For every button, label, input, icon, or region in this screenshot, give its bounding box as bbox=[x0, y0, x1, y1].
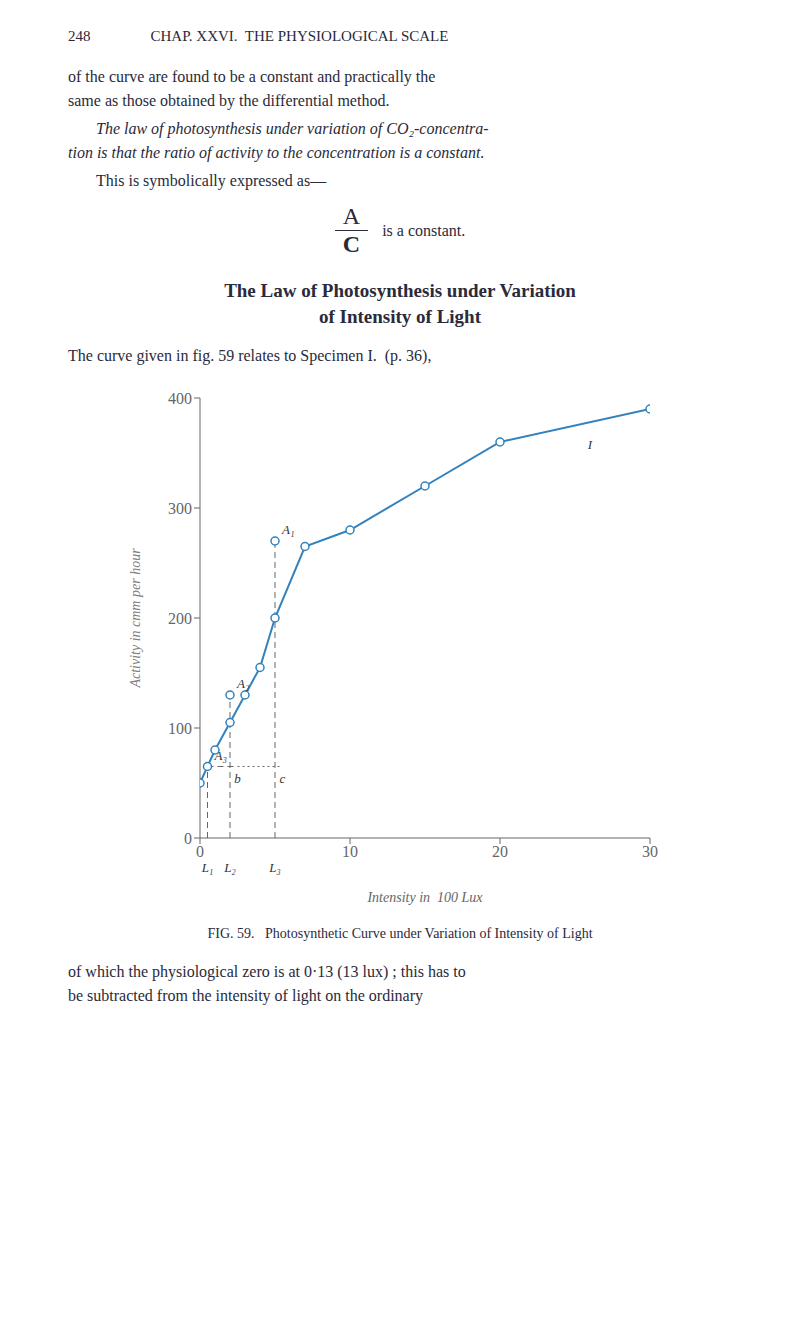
svg-text:0: 0 bbox=[196, 843, 204, 860]
html-text:C: C bbox=[342, 231, 361, 257]
svg-text:20: 20 bbox=[492, 843, 508, 860]
html-text:same as those obtained by the: same as those obtained by the differenti… bbox=[68, 92, 390, 109]
html-text:of which the physiological zer: of which the physiological zero is at 0·… bbox=[68, 963, 466, 980]
html-text:of Intensity of Light: of Intensity of Light bbox=[319, 306, 481, 327]
html-text:A: A bbox=[342, 203, 361, 229]
svg-text:A₁: A₁ bbox=[281, 522, 294, 537]
svg-text:A₂: A₂ bbox=[236, 676, 250, 691]
html-text:be subtracted from the intensi: be subtracted from the intensity of ligh… bbox=[68, 987, 423, 1004]
html-text:The curve given in fig. 59 rel: The curve given in fig. 59 relates to Sp… bbox=[68, 347, 432, 364]
html-text:is a constant.: is a constant. bbox=[382, 221, 466, 239]
html-text:This is symbolically expressed: This is symbolically expressed as— bbox=[96, 172, 327, 189]
svg-text:0: 0 bbox=[184, 830, 192, 847]
svg-text:L₂: L₂ bbox=[223, 860, 236, 875]
html-text:of the curve are found to be a: of the curve are found to be a constant … bbox=[68, 68, 436, 85]
svg-text:400: 400 bbox=[168, 390, 192, 407]
svg-text:200: 200 bbox=[168, 610, 192, 627]
html-text:The Law of Photosynthesis unde: The Law of Photosynthesis under Variatio… bbox=[224, 280, 576, 301]
html-text:tion is that the ratio of acti: tion is that the ratio of activity to th… bbox=[68, 144, 485, 161]
svg-text:300: 300 bbox=[168, 500, 192, 517]
svg-text:100: 100 bbox=[168, 720, 192, 737]
html-text:248: 248 bbox=[68, 28, 91, 44]
svg-text:I: I bbox=[587, 437, 593, 452]
svg-text:Activity in cmm per hour: Activity in cmm per hour bbox=[128, 548, 143, 689]
svg-text:L₁: L₁ bbox=[201, 860, 214, 875]
svg-text:10: 10 bbox=[342, 843, 358, 860]
svg-text:A₃: A₃ bbox=[214, 748, 227, 763]
svg-text:c: c bbox=[280, 771, 286, 786]
html-text:FIG. 59. Photosynthetic Curve: FIG. 59. Photosynthetic Curve under Vari… bbox=[207, 926, 593, 941]
svg-text:30: 30 bbox=[642, 843, 658, 860]
svg-text:L₃: L₃ bbox=[268, 860, 281, 875]
svg-text:b: b bbox=[234, 771, 241, 786]
html-text:CHAP. XXVI. THE PHYSIOLOGICAL: CHAP. XXVI. THE PHYSIOLOGICAL SCALE bbox=[150, 28, 449, 44]
svg-text:Intensity in 100 Lux: Intensity in 100 Lux bbox=[366, 890, 483, 905]
html-text:The law of photosynthesis unde: The law of photosynthesis under variatio… bbox=[96, 120, 489, 137]
